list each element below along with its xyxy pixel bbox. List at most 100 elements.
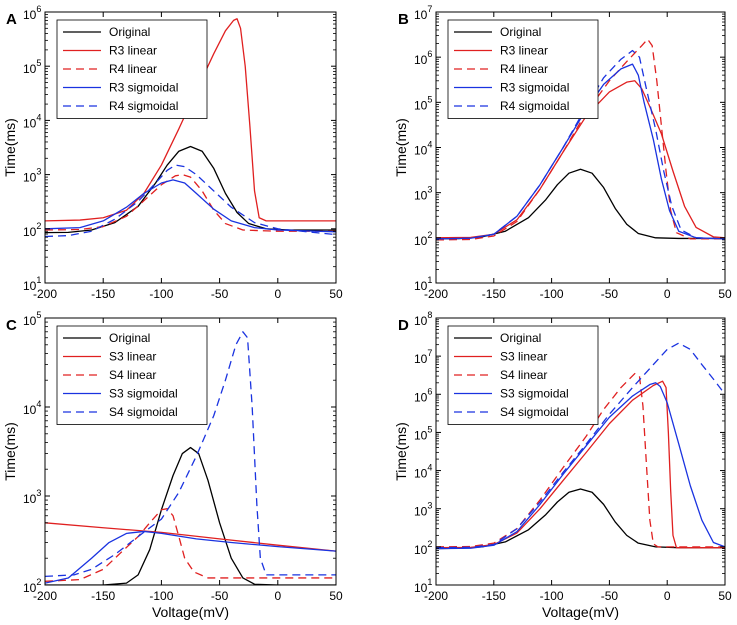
series-line-s3-sigmoidal (436, 382, 725, 550)
x-tick-label: -100 (149, 589, 173, 603)
series-group (45, 18, 336, 238)
y-tick-label: 108 (414, 310, 432, 328)
series-line-original (436, 168, 725, 240)
y-tick-label: 107 (414, 4, 432, 22)
legend: Original R3 linear R4 linear R3 sigmoidal R4… (447, 19, 599, 119)
y-axis-label: Time(ms) (2, 422, 18, 481)
legend-label: Original (500, 25, 541, 39)
x-tick-label: 50 (329, 589, 343, 603)
y-tick-label: 104 (414, 463, 432, 481)
series-line-s4-linear (436, 372, 725, 548)
x-tick-label: -150 (482, 287, 506, 301)
legend-label: Original (109, 25, 150, 39)
axes-frame (44, 11, 337, 284)
x-tick-label: 0 (664, 287, 671, 301)
y-axis-label: Time(ms) (393, 422, 409, 481)
x-tick-label: -200 (424, 589, 448, 603)
x-tick-label: -150 (91, 589, 115, 603)
y-tick-label: 103 (23, 488, 41, 506)
x-tick-label: -100 (540, 287, 564, 301)
legend-label: S3 sigmoidal (109, 387, 178, 401)
y-tick-label: 103 (414, 501, 432, 519)
x-tick-label: 0 (664, 589, 671, 603)
legend: Original R3 linear R4 linear R3 sigmoidal R4… (56, 19, 208, 119)
x-axis-label: Voltage(mV) (542, 604, 619, 620)
series-group (45, 331, 336, 585)
panel-a: A -200 -150 -100 -50 0 50 101 102 103 104 105 106 Tim… (2, 4, 343, 301)
y-tick-label: 102 (23, 221, 41, 239)
x-tick-label: -200 (33, 287, 57, 301)
x-tick-label: 0 (274, 589, 281, 603)
legend: Original S3 linear S4 linear S3 sigmoidal S4… (56, 325, 208, 425)
y-tick-label: 102 (414, 230, 432, 248)
x-axis-label: Voltage(mV) (152, 604, 229, 620)
x-tick-label: 50 (718, 287, 732, 301)
panel-c: C -200 -150 -100 -50 0 50 102 103 104 105 Time(ms) V… (2, 310, 343, 620)
series-line-r4-sigmoidal (436, 49, 725, 240)
series-line-r4-sigmoidal (45, 164, 336, 238)
y-tick-label: 105 (23, 58, 41, 76)
legend-label: R4 sigmoidal (109, 99, 178, 113)
x-tick-label: -200 (33, 589, 57, 603)
y-tick-label: 101 (414, 577, 432, 595)
series-line-s3-linear (45, 522, 336, 552)
x-tick-label: 50 (718, 589, 732, 603)
y-tick-label: 102 (23, 577, 41, 595)
legend: Original S3 linear S4 linear S3 sigmoidal S4… (447, 325, 599, 425)
x-tick-label: -200 (424, 287, 448, 301)
y-tick-label: 104 (414, 140, 432, 158)
axes-frame (435, 317, 726, 586)
x-tick-label: -100 (540, 589, 564, 603)
legend-label: S4 sigmoidal (500, 405, 569, 419)
y-tick-label: 107 (414, 348, 432, 366)
legend-label: S4 sigmoidal (109, 405, 178, 419)
series-line-r3-linear (45, 18, 336, 222)
y-tick-label: 106 (414, 386, 432, 404)
y-tick-label: 103 (414, 185, 432, 203)
series-line-s4-sigmoidal (436, 342, 725, 549)
panel-letter-b: B (398, 11, 409, 28)
y-axis-label: Time(ms) (393, 118, 409, 177)
panel-letter-a: A (6, 11, 17, 28)
series-line-r3-linear (436, 80, 725, 239)
y-tick-label: 105 (414, 424, 432, 442)
series-line-r3-sigmoidal (45, 179, 336, 233)
axes-frame (44, 317, 337, 586)
y-tick-label: 105 (23, 310, 41, 328)
panel-b: B -200 -150 -100 -50 0 50 101 102 103 104 105 106 107… (393, 4, 732, 301)
legend-label: S4 linear (109, 368, 156, 382)
y-tick-label: 103 (23, 167, 41, 185)
legend-label: R3 sigmoidal (500, 81, 569, 95)
y-tick-label: 105 (414, 94, 432, 112)
y-tick-label: 106 (414, 49, 432, 67)
x-tick-label: -150 (482, 589, 506, 603)
panel-letter-d: D (398, 317, 409, 334)
y-tick-label: 101 (23, 275, 41, 293)
y-tick-label: 104 (23, 399, 41, 417)
x-tick-label: 0 (274, 287, 281, 301)
series-group (436, 342, 725, 550)
x-tick-label: -150 (91, 287, 115, 301)
legend-label: Original (109, 331, 150, 345)
series-line-r4-linear (45, 173, 336, 232)
series-line-s4-sigmoidal (45, 331, 336, 578)
y-tick-label: 106 (23, 4, 41, 22)
series-line-r4-linear (436, 38, 725, 241)
x-tick-label: -50 (601, 287, 619, 301)
series-line-s3-sigmoidal (45, 530, 336, 584)
legend-label: S3 linear (500, 350, 547, 364)
series-line-s4-linear (45, 508, 336, 582)
y-axis-label: Time(ms) (2, 118, 18, 177)
legend-label: R4 linear (109, 62, 157, 76)
y-tick-label: 102 (414, 539, 432, 557)
series-line-original (45, 145, 336, 234)
x-tick-label: -50 (601, 589, 619, 603)
legend-label: R3 sigmoidal (109, 81, 178, 95)
x-tick-label: -50 (211, 589, 229, 603)
legend-label: Original (500, 331, 541, 345)
legend-label: S4 linear (500, 368, 547, 382)
x-tick-label: 50 (329, 287, 343, 301)
x-tick-label: -100 (149, 287, 173, 301)
x-tick-label: -50 (211, 287, 229, 301)
